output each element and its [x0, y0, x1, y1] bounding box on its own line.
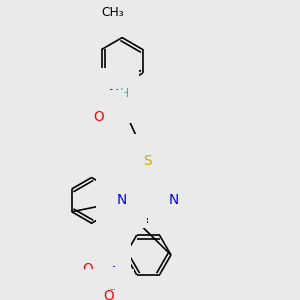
- Text: O: O: [93, 110, 104, 124]
- Text: O: O: [103, 289, 114, 300]
- Text: S: S: [143, 154, 152, 169]
- Text: N: N: [169, 193, 179, 207]
- Text: H: H: [120, 87, 129, 100]
- Text: N: N: [109, 88, 119, 102]
- Text: O: O: [82, 262, 92, 276]
- Text: ⁻: ⁻: [110, 287, 115, 297]
- Text: CH₃: CH₃: [101, 6, 124, 19]
- Text: N: N: [117, 193, 127, 207]
- Text: +: +: [107, 262, 116, 272]
- Text: CH₃: CH₃: [76, 243, 99, 256]
- Text: N: N: [100, 265, 110, 279]
